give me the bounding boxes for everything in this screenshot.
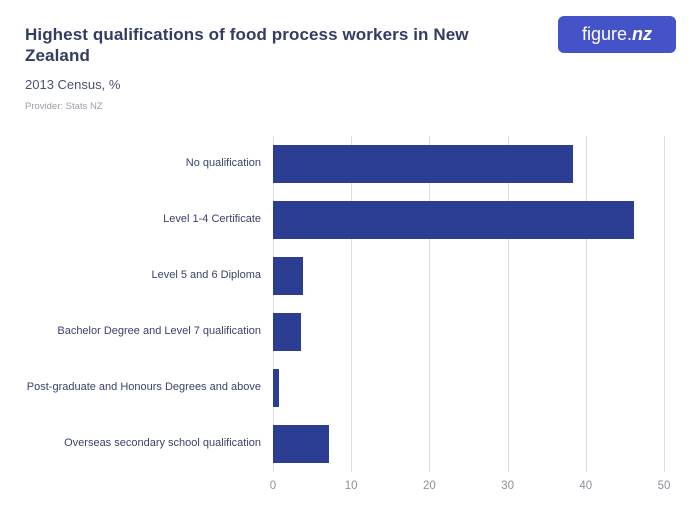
chart-body: No qualification Level 1-4 Certificate Lev… (25, 135, 665, 472)
plot-area (273, 135, 665, 472)
bar[interactable] (273, 200, 635, 239)
x-tick-label: 20 (422, 479, 436, 492)
gridline (585, 135, 587, 472)
page-title: Highest qualifications of food process w… (25, 25, 469, 66)
bar-row (273, 136, 664, 192)
bar[interactable] (273, 144, 574, 183)
logo-text-primary: figure. (581, 24, 633, 44)
figure-nz-logo[interactable]: figure. nz (558, 16, 676, 53)
x-axis: 0 10 20 30 40 50 (25, 472, 671, 496)
gridline (351, 135, 353, 472)
x-tick-label: 50 (657, 479, 671, 492)
category-label: Post-graduate and Honours Degrees and ab… (26, 380, 261, 393)
bar[interactable] (273, 312, 302, 351)
category-label: Overseas secondary school qualification (64, 436, 261, 449)
chart-subtitle: 2013 Census, % (25, 76, 121, 92)
bar-row (273, 304, 664, 360)
x-tick-label: 0 (269, 479, 277, 492)
bar-row (273, 192, 664, 248)
logo-text-secondary: nz (632, 24, 653, 44)
bar-row (273, 248, 664, 304)
bar-chart: No qualification Level 1-4 Certificate Lev… (25, 135, 671, 496)
category-label: Level 1-4 Certificate (163, 212, 261, 225)
category-labels-column: No qualification Level 1-4 Certificate Lev… (25, 136, 273, 472)
chart-header: figure. nz Highest qualifications of food… (25, 16, 676, 112)
gridline (429, 135, 431, 472)
gridline (273, 135, 274, 472)
category-label: Bachelor Degree and Level 7 qualificatio… (57, 324, 261, 337)
x-tick-label: 30 (501, 479, 514, 492)
bar[interactable] (273, 424, 329, 463)
gridline (664, 135, 665, 472)
bar[interactable] (273, 368, 280, 407)
gridline (507, 135, 509, 472)
category-label: No qualification (185, 156, 261, 169)
axis-spacer (25, 472, 273, 496)
category-label: Level 5 and 6 Diploma (151, 268, 261, 281)
bar[interactable] (273, 256, 304, 295)
provider-label: Provider: Stats NZ (25, 100, 103, 112)
bar-row (273, 416, 664, 472)
bar-row (273, 360, 664, 416)
x-tick-label: 40 (579, 479, 593, 492)
x-axis-ticks: 0 10 20 30 40 50 (269, 472, 671, 496)
x-tick-label: 10 (344, 479, 358, 492)
